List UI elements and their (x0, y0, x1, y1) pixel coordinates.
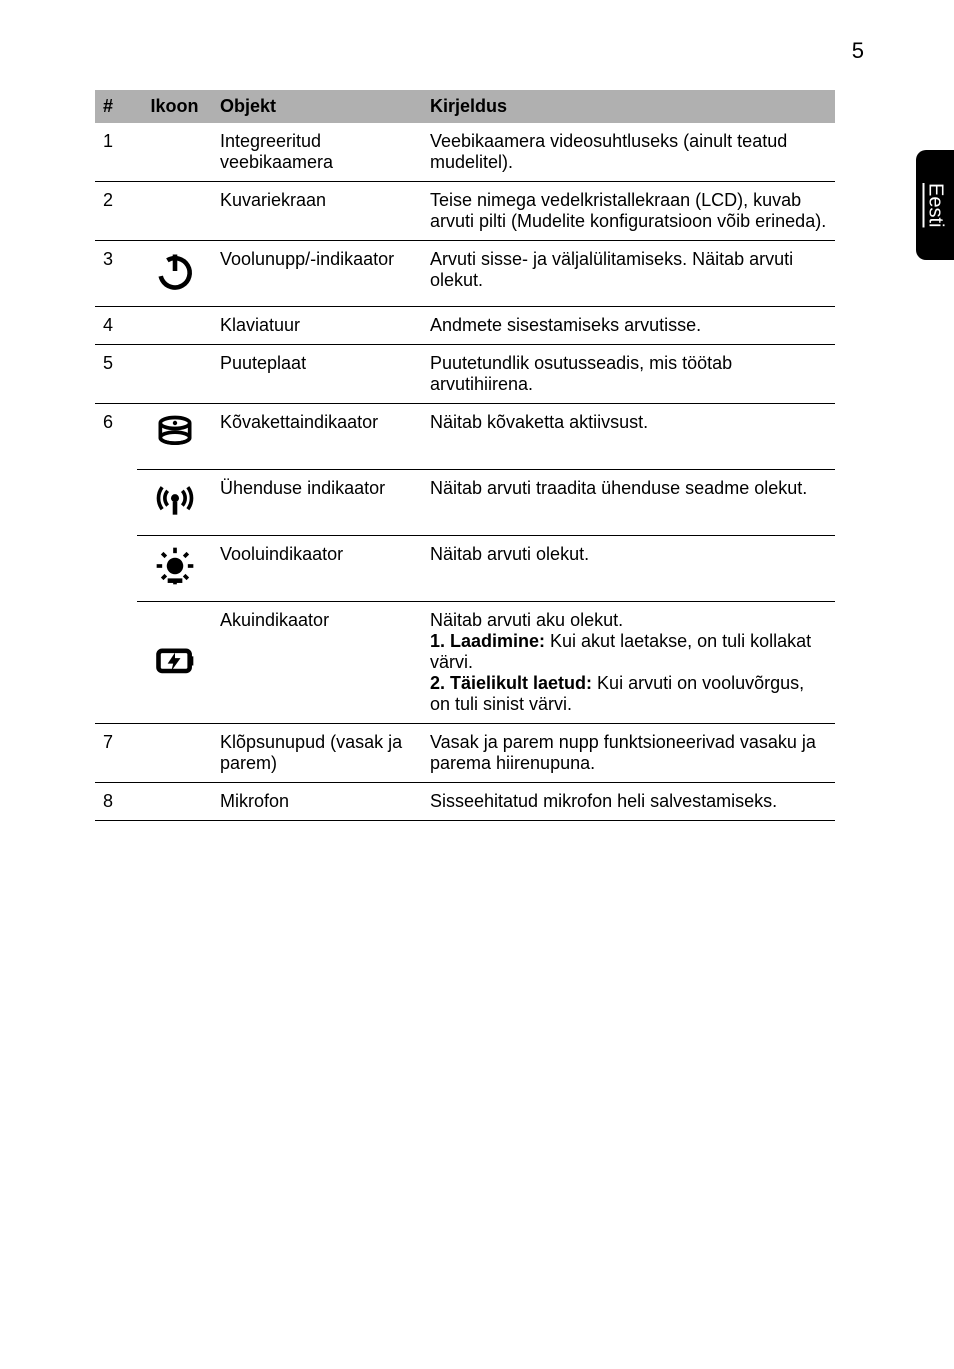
cell-icon (137, 123, 212, 182)
components-table: # Ikoon Objekt Kirjeldus 1 Integreeritud… (95, 90, 835, 821)
table-row: Ühenduse indikaator Näitab arvuti traadi… (95, 470, 835, 536)
cell-obj: Ühenduse indikaator (212, 470, 422, 536)
cell-icon (137, 404, 212, 470)
desc-bold: 2. Täielikult laetud: (430, 673, 592, 693)
cell-desc: Veebikaamera videosuhtluseks (ainult tea… (422, 123, 835, 182)
cell-num: 4 (95, 307, 137, 345)
cell-obj: Puuteplaat (212, 345, 422, 404)
cell-obj: Klõpsunupud (vasak ja parem) (212, 724, 422, 783)
cell-obj: Akuindikaator (212, 602, 422, 724)
cell-obj: Kuvariekraan (212, 182, 422, 241)
cell-icon (137, 182, 212, 241)
header-obj: Objekt (212, 90, 422, 123)
table-row: 7 Klõpsunupud (vasak ja parem) Vasak ja … (95, 724, 835, 783)
header-desc: Kirjeldus (422, 90, 835, 123)
cell-icon (137, 470, 212, 536)
cell-desc: Teise nimega vedelkristallekraan (LCD), … (422, 182, 835, 241)
table-row: 2 Kuvariekraan Teise nimega vedelkristal… (95, 182, 835, 241)
cell-icon (137, 783, 212, 821)
desc-line: Näitab arvuti aku olekut. (430, 610, 623, 630)
power-icon (153, 249, 197, 293)
cell-desc: Arvuti sisse- ja väljalülitamiseks. Näit… (422, 241, 835, 307)
page-number: 5 (852, 38, 864, 64)
table-row: 8 Mikrofon Sisseehitatud mikrofon heli s… (95, 783, 835, 821)
cell-desc: Sisseehitatud mikrofon heli salvestamise… (422, 783, 835, 821)
table-row: Vooluindikaator Näitab arvuti olekut. (95, 536, 835, 602)
cell-icon (137, 602, 212, 724)
main-table-container: # Ikoon Objekt Kirjeldus 1 Integreeritud… (95, 90, 835, 821)
cell-desc: Näitab arvuti traadita ühenduse seadme o… (422, 470, 835, 536)
header-icon: Ikoon (137, 90, 212, 123)
cell-num: 3 (95, 241, 137, 307)
power-indicator-icon (153, 544, 197, 588)
cell-icon (137, 241, 212, 307)
desc-bold: 1. Laadimine: (430, 631, 545, 651)
battery-icon (153, 638, 197, 682)
table-row: Akuindikaator Näitab arvuti aku olekut. … (95, 602, 835, 724)
hdd-icon (153, 412, 197, 456)
cell-desc: Näitab kõvaketta aktiivsust. (422, 404, 835, 470)
language-tab: Eesti (916, 150, 954, 260)
table-row: 6 Kõvakettaindikaator Näitab kõvaketta a… (95, 404, 835, 470)
cell-desc: Näitab arvuti olekut. (422, 536, 835, 602)
wireless-icon (153, 478, 197, 522)
table-row: 4 Klaviatuur Andmete sisestamiseks arvut… (95, 307, 835, 345)
cell-num: 8 (95, 783, 137, 821)
cell-num: 1 (95, 123, 137, 182)
cell-desc: Näitab arvuti aku olekut. 1. Laadimine: … (422, 602, 835, 724)
cell-icon (137, 307, 212, 345)
cell-desc: Andmete sisestamiseks arvutisse. (422, 307, 835, 345)
cell-num: 6 (95, 404, 137, 724)
cell-desc: Puutetundlik osutusseadis, mis töötab ar… (422, 345, 835, 404)
cell-obj: Voolunupp/-indikaator (212, 241, 422, 307)
table-row: 5 Puuteplaat Puutetundlik osutusseadis, … (95, 345, 835, 404)
cell-num: 7 (95, 724, 137, 783)
cell-obj: Kõvakettaindikaator (212, 404, 422, 470)
cell-desc: Vasak ja parem nupp funktsioneerivad vas… (422, 724, 835, 783)
header-num: # (95, 90, 137, 123)
cell-num: 2 (95, 182, 137, 241)
cell-obj: Integreeritud veebikaamera (212, 123, 422, 182)
cell-icon (137, 724, 212, 783)
cell-obj: Klaviatuur (212, 307, 422, 345)
table-header-row: # Ikoon Objekt Kirjeldus (95, 90, 835, 123)
cell-icon (137, 345, 212, 404)
table-row: 3 Voolunupp/-indikaator Arvuti sisse- ja… (95, 241, 835, 307)
table-row: 1 Integreeritud veebikaamera Veebikaamer… (95, 123, 835, 182)
cell-obj: Mikrofon (212, 783, 422, 821)
cell-num: 5 (95, 345, 137, 404)
cell-obj: Vooluindikaator (212, 536, 422, 602)
cell-icon (137, 536, 212, 602)
